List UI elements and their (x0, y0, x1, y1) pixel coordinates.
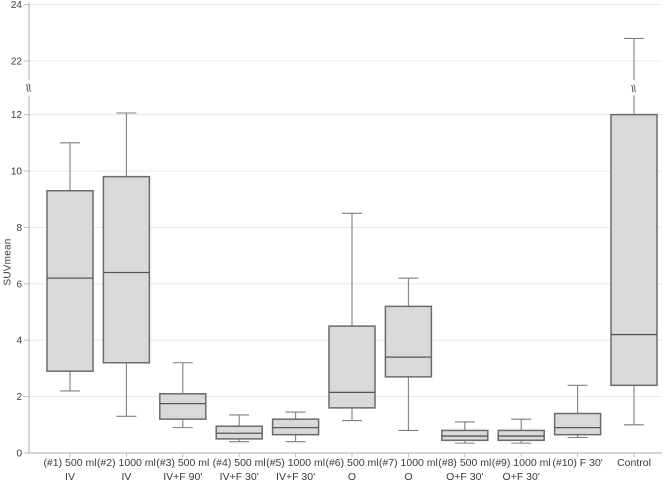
x-category-label-1: (#1) 500 ml (43, 457, 96, 469)
x-category-label-2: (#2) 1000 ml (97, 457, 156, 469)
y-tick-label-4: 4 (16, 336, 22, 347)
iqr-box (159, 393, 207, 420)
y-tick-label-0: 0 (16, 449, 22, 460)
x-category-label-5: (#5) 1000 ml (266, 457, 325, 469)
x-category-label-4: (#4) 500 ml (213, 457, 266, 469)
y-axis-break-mask (23, 79, 35, 96)
y-tick-label-6: 6 (16, 279, 22, 290)
box-group-8 (441, 421, 489, 444)
box-group-6 (328, 212, 376, 422)
iqr-box (610, 113, 658, 387)
y-tick-label-12: 12 (11, 110, 23, 121)
iqr-box (497, 429, 545, 442)
x-category-label-3: (#3) 500 ml (156, 457, 209, 469)
box-group-9 (497, 418, 545, 444)
iqr-box (441, 429, 489, 442)
y-tick-label-10: 10 (11, 167, 23, 178)
box-group-2 (102, 112, 151, 417)
iqr-box (46, 189, 94, 372)
x-category-sublabel-9: O+F 30' (503, 471, 540, 483)
box-group-5 (271, 411, 320, 443)
whisker-break-symbol: ≈ (626, 82, 642, 95)
x-category-label-9: (#9) 1000 ml (492, 457, 551, 469)
whisker-break-mask (628, 80, 640, 96)
x-category-sublabel-2: IV (121, 471, 131, 483)
x-category-sublabel-6: O (348, 471, 356, 483)
x-category-sublabel-8: O+F 30' (446, 471, 483, 483)
box-group-4 (215, 414, 263, 443)
x-category-label-11: Control (617, 457, 651, 469)
iqr-box (102, 175, 151, 364)
x-category-label-7: (#7) 1000 ml (379, 457, 438, 469)
box-group-10 (553, 384, 602, 439)
iqr-box (215, 425, 263, 440)
x-category-sublabel-3: IV+F 90' (163, 471, 202, 483)
y-tick-label-22: 22 (11, 57, 23, 68)
x-category-sublabel-4: IV+F 30' (220, 471, 259, 483)
box-group-1 (46, 142, 94, 392)
iqr-box (271, 418, 320, 436)
iqr-box (384, 305, 433, 378)
y-tick-label-24: 24 (11, 0, 23, 11)
y-axis-title: SUVmean (2, 238, 14, 286)
x-category-sublabel-7: O (404, 471, 412, 483)
x-category-sublabel-5: IV+F 30' (276, 471, 315, 483)
y-axis-break-symbol: ≈ (20, 81, 37, 95)
x-category-label-6: (#6) 500 ml (325, 457, 378, 469)
iqr-box (328, 325, 376, 409)
x-category-sublabel-1: IV (65, 471, 75, 483)
box-group-7 (384, 277, 433, 431)
x-category-label-10: (#10) F 30' (552, 457, 602, 469)
y-tick-label-8: 8 (16, 223, 22, 234)
x-category-label-8: (#8) 500 ml (438, 457, 491, 469)
box-group-11: ≈ (610, 37, 658, 426)
box-group-3 (159, 362, 207, 429)
iqr-box (553, 412, 602, 436)
y-tick-label-2: 2 (16, 392, 22, 403)
